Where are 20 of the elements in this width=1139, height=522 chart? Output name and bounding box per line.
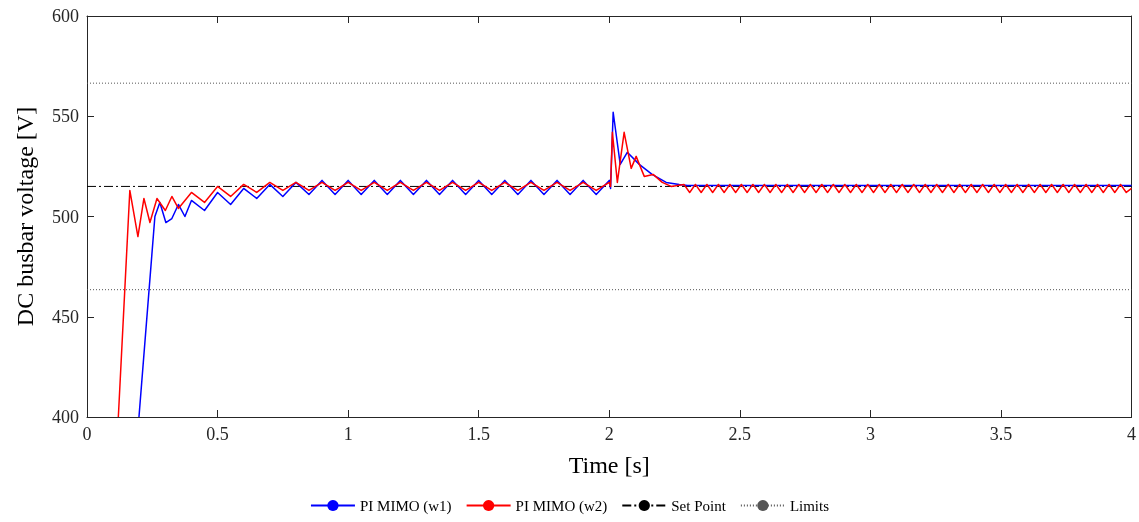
x-tick-label: 3 — [865, 424, 875, 444]
legend-label: PI MIMO (w1) — [359, 497, 452, 515]
x-tick-label: 0.5 — [206, 424, 229, 444]
legend-label: Set Point — [671, 497, 727, 514]
legend-label: PI MIMO (w2) — [515, 497, 608, 515]
y-tick-label: 500 — [52, 206, 79, 227]
x-tick-label: 2 — [604, 424, 614, 444]
y-tick-label: 400 — [52, 407, 79, 427]
x-tick-label: 0 — [82, 424, 92, 444]
x-tick-label: 1.5 — [467, 424, 490, 444]
legend-label: Limits — [789, 497, 830, 514]
y-tick-label: 450 — [52, 306, 79, 327]
x-tick-label: 3.5 — [989, 424, 1013, 444]
x-tick-label: 4 — [1127, 424, 1136, 444]
x-axis-title: Time [s] — [568, 452, 650, 478]
y-tick-label: 550 — [52, 106, 79, 127]
x-tick-label: 2.5 — [728, 424, 752, 444]
x-tick-label: 1 — [343, 424, 353, 444]
y-tick-label: 600 — [52, 6, 79, 26]
y-axis-title: DC busbar voltage [V] — [12, 106, 38, 327]
